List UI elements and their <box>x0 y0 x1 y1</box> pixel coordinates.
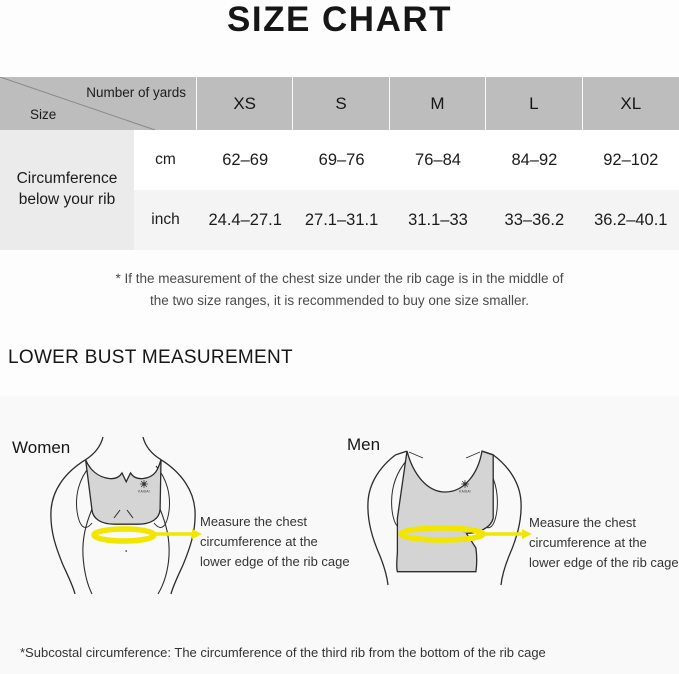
svg-text:KAISAI: KAISAI <box>459 490 470 494</box>
svg-text:KAISAI: KAISAI <box>138 490 149 494</box>
